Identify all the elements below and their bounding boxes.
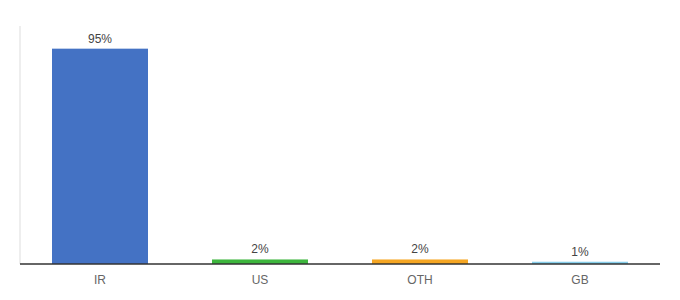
x-tick-label: GB — [571, 273, 588, 287]
data-label: 2% — [251, 242, 269, 256]
x-tick-label: OTH — [407, 273, 432, 287]
x-tick-label: IR — [94, 273, 106, 287]
data-label: 95% — [88, 32, 112, 46]
data-label: 1% — [571, 245, 589, 259]
data-label: 2% — [411, 242, 429, 256]
bars — [52, 49, 628, 264]
bar — [52, 49, 148, 264]
y-axis-line — [20, 26, 21, 264]
chart-svg: IR US OTH GB 95% 2% 2% 1% — [0, 0, 680, 300]
x-tick-label: US — [252, 273, 269, 287]
x-axis-line — [20, 263, 660, 265]
chart-container: IR US OTH GB 95% 2% 2% 1% — [0, 0, 680, 300]
